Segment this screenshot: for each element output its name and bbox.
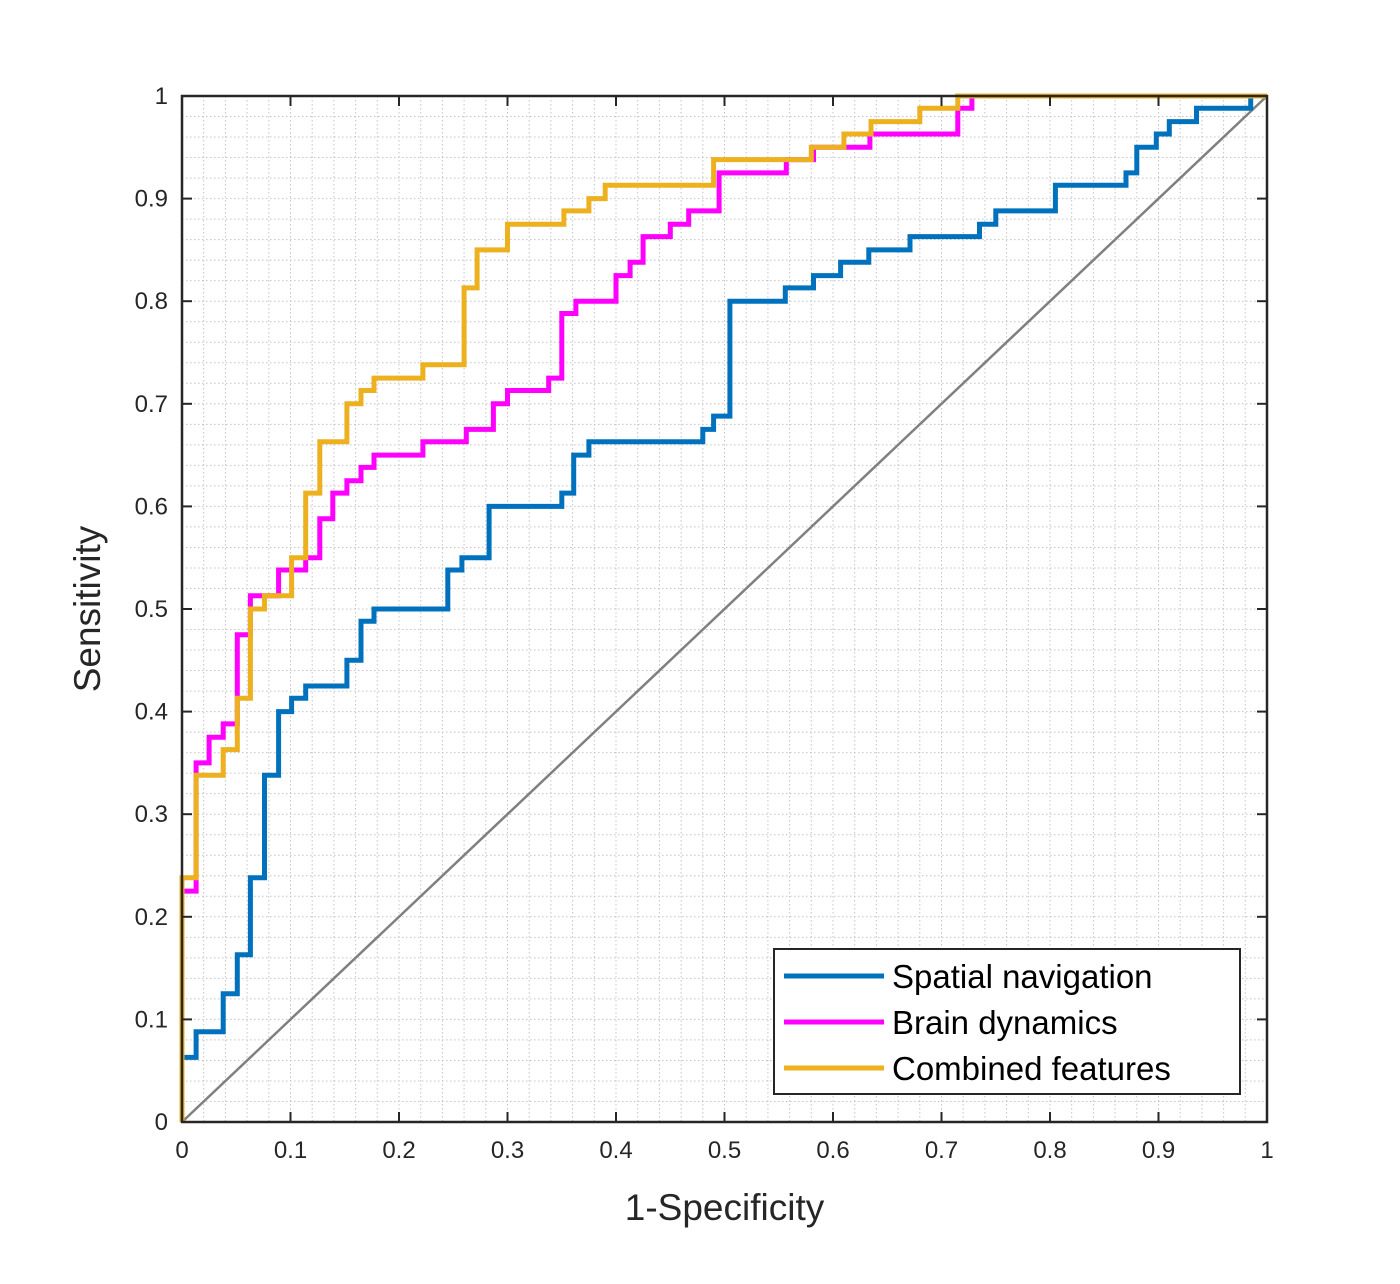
- series-line-3: [179, 93, 1267, 1122]
- reference-line-layer: [181, 95, 1268, 1123]
- y-tick-label: 1: [155, 83, 168, 110]
- x-tick-label: 0.1: [274, 1137, 307, 1164]
- x-tick-label: 0.9: [1142, 1137, 1175, 1164]
- y-axis-label: Sensitivity: [67, 525, 108, 692]
- legend: Spatial navigation Brain dynamics Combined…: [773, 948, 1241, 1095]
- x-tick-label: 0.7: [925, 1137, 958, 1164]
- legend-label: Combined features: [892, 1050, 1171, 1087]
- y-tick-label: 0.9: [135, 186, 168, 213]
- x-tick-label: 0: [175, 1137, 188, 1164]
- series-layer: [179, 93, 1267, 1122]
- legend-label: Spatial navigation: [892, 958, 1153, 995]
- x-tick-label: 0.3: [491, 1137, 524, 1164]
- tick-layer: 0 0.1 0.2 0.3 0.4 0.5 0.6 0.7 0.8 0.9 1 0 0.1 0.2 0.3 0…: [135, 83, 1274, 1164]
- x-tick-label: 0.4: [599, 1137, 632, 1164]
- chance-diagonal-line: [181, 95, 1268, 1123]
- y-tick-label: 0.3: [135, 801, 168, 828]
- minor-grid: [182, 96, 1267, 1122]
- x-tick-label: 0.5: [708, 1137, 741, 1164]
- x-axis-label: 1-Specificity: [625, 1187, 825, 1228]
- y-tick-label: 0.4: [135, 699, 168, 726]
- y-tick-label: 0.6: [135, 493, 168, 520]
- x-tick-label: 0.6: [816, 1137, 849, 1164]
- y-tick-label: 0.7: [135, 391, 168, 418]
- y-tick-label: 0: [155, 1109, 168, 1136]
- x-tick-label: 1: [1260, 1137, 1273, 1164]
- y-tick-label: 0.2: [135, 904, 168, 931]
- x-tick-label: 0.2: [382, 1137, 415, 1164]
- series-line-1: [179, 93, 1267, 1122]
- y-tick-label: 0.5: [135, 596, 168, 623]
- y-tick-label: 0.1: [135, 1006, 168, 1033]
- y-tick-label: 0.8: [135, 288, 168, 315]
- x-tick-label: 0.8: [1033, 1137, 1066, 1164]
- legend-label: Brain dynamics: [892, 1004, 1118, 1041]
